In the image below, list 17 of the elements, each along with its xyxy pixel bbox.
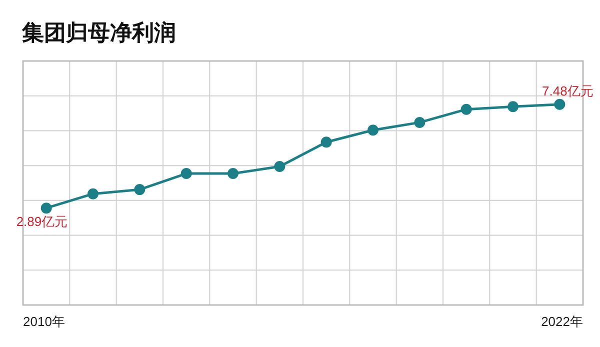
point [228,168,238,180]
point [460,104,472,115]
x-tick-label: 2022年 [541,314,583,329]
point [40,202,52,214]
point [274,161,286,172]
point [134,184,146,196]
point [414,116,426,128]
point [88,188,98,200]
point [180,168,192,180]
point [320,136,332,148]
data-label: 2.89亿元 [16,214,68,230]
point [368,124,378,136]
point [554,98,566,110]
data-label: 7.48亿元 [542,83,594,98]
x-tick-label: 2010年 [23,314,65,329]
chart-title: 集团归母净利润 [21,20,176,46]
point [508,101,518,112]
